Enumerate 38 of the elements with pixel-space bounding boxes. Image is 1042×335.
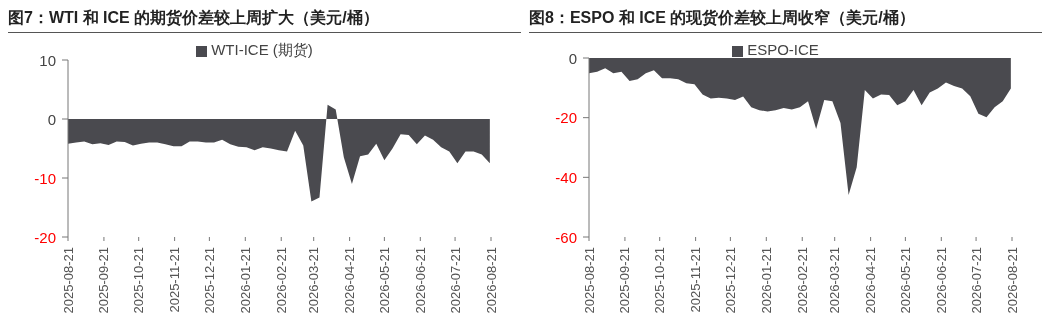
x-tick-label: 2025-10-21	[131, 247, 147, 314]
x-tick-label: 2026-06-21	[933, 247, 949, 314]
x-tick-label: 2026-03-21	[306, 247, 322, 314]
y-tick-label: -10	[34, 169, 56, 187]
x-tick-label: 2026-08-21	[483, 247, 499, 314]
legend-label: WTI-ICE (期货)	[211, 41, 313, 58]
y-tick-label: 10	[39, 51, 56, 69]
x-tick-label: 2026-02-21	[273, 247, 289, 314]
x-tick-label: 2025-12-21	[722, 247, 738, 314]
x-tick-label: 2026-05-21	[897, 247, 913, 314]
y-tick-label: -20	[34, 228, 56, 246]
x-tick-label: 2025-09-21	[617, 247, 633, 314]
x-tick-label: 2026-06-21	[412, 247, 428, 314]
x-tick-label: 2025-10-21	[652, 247, 668, 314]
x-tick-label: 2026-07-21	[968, 247, 984, 314]
y-tick-label: -60	[555, 228, 577, 246]
x-tick-label: 2026-08-21	[1004, 247, 1020, 314]
x-tick-label: 2026-01-21	[237, 247, 253, 314]
chart-title: 图7：WTI 和 ICE 的期货价差较上周扩大（美元/桶）	[8, 8, 521, 33]
x-tick-label: 2025-08-21	[60, 247, 76, 314]
x-tick-label: 2026-07-21	[447, 247, 463, 314]
x-tick-label: 2025-09-21	[96, 247, 112, 314]
y-tick-label: -20	[555, 109, 577, 127]
y-tick-label: 0	[47, 110, 56, 128]
x-tick-label: 2025-11-21	[167, 247, 183, 313]
x-tick-label: 2026-03-21	[827, 247, 843, 314]
x-tick-label: 2026-05-21	[376, 247, 392, 314]
x-tick-label: 2025-11-21	[688, 247, 704, 313]
x-tick-label: 2026-04-21	[342, 247, 358, 314]
y-tick-label: 0	[568, 49, 577, 67]
series-label: ESPO-ICE	[747, 41, 819, 58]
x-tick-label: 2026-02-21	[794, 247, 810, 314]
x-tick-label: 2026-01-21	[758, 247, 774, 314]
x-tick-label: 2026-04-21	[863, 247, 879, 314]
x-tick-label: 2025-12-21	[201, 247, 217, 314]
y-tick-label: -40	[555, 168, 577, 186]
chart-title: 图8：ESPO 和 ICE 的现货价差较上周收窄（美元/桶）	[529, 8, 1042, 33]
x-tick-label: 2025-08-21	[581, 247, 597, 314]
